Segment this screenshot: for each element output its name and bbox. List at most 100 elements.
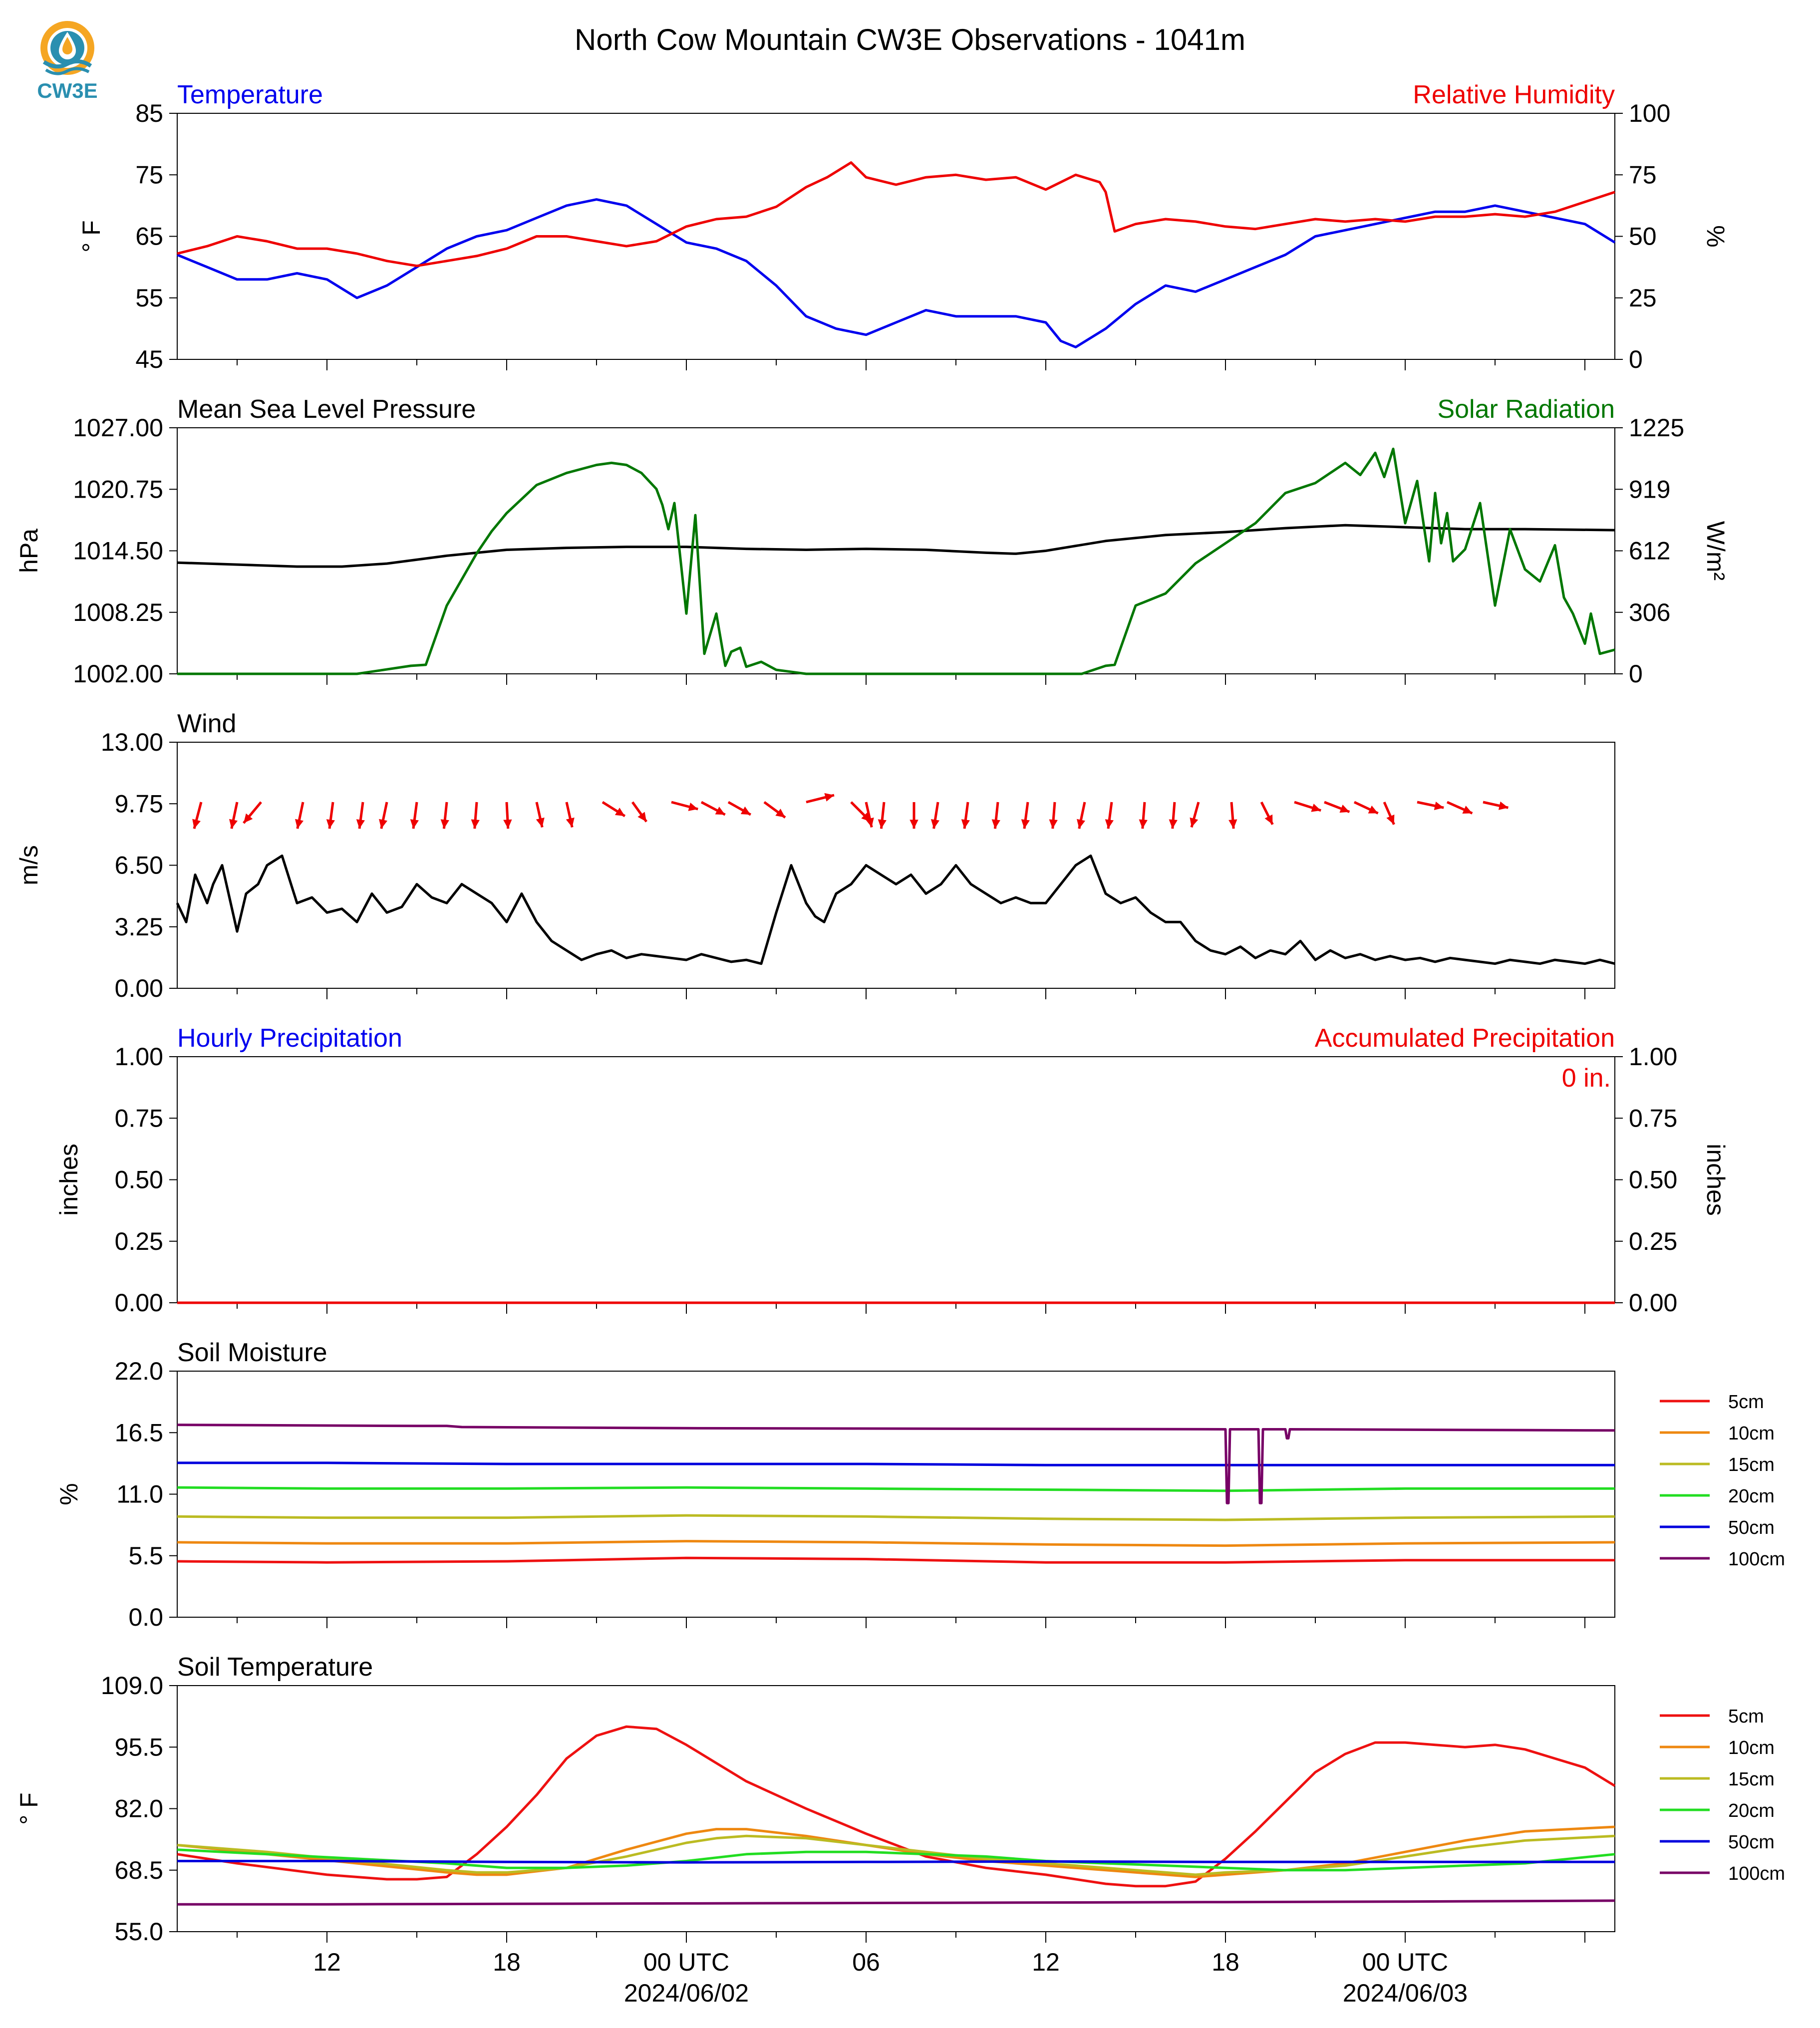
y-tick-label: 0.00	[115, 1289, 163, 1317]
wind-direction-arrow	[410, 802, 419, 829]
accumulated-total-label: 0 in.	[1562, 1064, 1611, 1093]
series-line-mean-sea-level-pressure	[177, 524, 1615, 568]
wind-arrow-head	[356, 819, 365, 829]
wind-direction-arrow	[356, 802, 365, 829]
wind-arrow-head	[192, 819, 201, 829]
series-line-100cm	[177, 1899, 1615, 1906]
wind-arrow-head	[1139, 819, 1148, 829]
series-line-15cm	[177, 1514, 1615, 1521]
panel-pressure_solar: Mean Sea Level Pressure Solar Radiation 10…	[15, 395, 1730, 688]
y-tick-label-right: 0.75	[1629, 1104, 1677, 1132]
x-tick-label: 18	[493, 1948, 521, 1976]
wind-arrow-head	[566, 817, 575, 828]
y-axis-label: ° F	[15, 1792, 43, 1824]
wind-arrow-head	[326, 819, 335, 829]
wind-direction-arrow	[1260, 801, 1274, 825]
legend: 5cm 10cm 15cm 20cm 50cm 100cm	[1660, 1706, 1785, 1884]
y-tick-label: 85	[135, 99, 163, 127]
y-tick-label: 0.25	[115, 1227, 163, 1255]
y-tick-label-right: 612	[1629, 537, 1670, 565]
wind-arrow-head	[503, 819, 512, 829]
y-tick-label-right: 306	[1629, 598, 1670, 626]
y-axis-label: %	[55, 1483, 83, 1505]
wind-direction-arrow	[378, 802, 388, 829]
series-line-5cm	[177, 1725, 1616, 1888]
wind-arrow-head	[1264, 814, 1273, 825]
legend-label: 20cm	[1728, 1800, 1775, 1821]
wind-direction-arrow	[1446, 801, 1473, 815]
wind-arrow-head	[1311, 804, 1321, 812]
y-tick-label-right: 1225	[1629, 414, 1684, 442]
legend-label: 15cm	[1728, 1769, 1775, 1790]
wind-arrow-head	[991, 819, 1000, 829]
y-tick-label: 0.0	[128, 1603, 163, 1631]
y-axis-label-right: W/m²	[1702, 521, 1730, 580]
series-line-20cm	[177, 1848, 1615, 1872]
y-tick-label: 109.0	[101, 1672, 163, 1700]
wind-arrow-head	[775, 809, 785, 818]
y-tick-label-right: 0.00	[1629, 1289, 1677, 1317]
panel-temperature_rh: Temperature Relative Humidity 85 75 65 55 45 ° …	[77, 80, 1730, 373]
y-axis-label-right: %	[1702, 225, 1730, 247]
logo-text: CW3E	[37, 79, 97, 102]
wind-arrow-head	[1368, 805, 1378, 814]
panel-title-right: Solar Radiation	[1437, 395, 1615, 424]
wind-arrow-head	[295, 819, 304, 829]
wind-arrow-head	[378, 819, 388, 829]
wind-arrow-head	[1190, 817, 1199, 828]
y-axis-label: m/s	[15, 845, 43, 885]
wind-arrow-head	[1462, 806, 1473, 814]
y-tick-label-right: 919	[1629, 475, 1670, 503]
plot-frame	[177, 1371, 1615, 1618]
wind-arrow-head	[614, 808, 625, 816]
x-axis-labels: 12 18 00 UTC 2024/06/02 06 12 18 00 UTC 2024/06/…	[313, 1948, 1468, 2007]
wind-direction-arrow	[1294, 801, 1321, 812]
wind-arrow-head	[1498, 801, 1509, 810]
wind-direction-arrow	[326, 802, 335, 829]
wind-direction-arrow	[930, 802, 940, 829]
y-tick-label: 45	[135, 345, 163, 373]
panel-title-right: Relative Humidity	[1413, 80, 1615, 109]
y-tick-label: 95.5	[115, 1733, 163, 1761]
x-tick-label: 12	[1032, 1948, 1060, 1976]
series-line-solar-radiation	[177, 447, 1615, 675]
legend-label: 100cm	[1728, 1863, 1785, 1884]
y-tick-label: 11.0	[116, 1480, 163, 1508]
y-tick-label: 5.5	[128, 1542, 163, 1570]
y-tick-label: 55	[135, 284, 163, 312]
wind-direction-arrow	[910, 802, 918, 829]
y-tick-label: 1.00	[115, 1043, 163, 1071]
y-tick-label: 16.5	[115, 1419, 163, 1447]
y-tick-label: 65	[135, 223, 163, 251]
y-tick-label: 68.5	[115, 1856, 163, 1884]
wind-arrow-head	[1021, 819, 1030, 829]
wind-direction-arrow	[1324, 801, 1350, 813]
wind-direction-arrow	[671, 801, 698, 811]
wind-direction-arrow	[1139, 802, 1148, 829]
wind-direction-arrow	[806, 793, 835, 804]
series-line-15cm	[177, 1834, 1615, 1876]
wind-direction-arrow	[1353, 801, 1379, 815]
panel-wind: Wind 13.00 9.75 6.50 3.25 0.00 m/s	[15, 709, 1615, 1002]
legend-label: 100cm	[1728, 1549, 1785, 1570]
wind-direction-arrow	[535, 802, 545, 828]
wind-arrow-head	[865, 817, 874, 828]
legend-label: 10cm	[1728, 1738, 1775, 1758]
y-tick-label: 55.0	[115, 1918, 163, 1946]
wind-arrow-head	[740, 806, 751, 815]
y-axis-label-right: inches	[1702, 1144, 1730, 1216]
wind-arrow-head	[1105, 819, 1114, 829]
y-tick-label: 1020.75	[73, 475, 163, 503]
wind-direction-arrow	[565, 802, 575, 828]
panel-title-left: Wind	[177, 709, 236, 738]
legend-label: 20cm	[1728, 1486, 1775, 1507]
panel-soil_temperature: Soil Temperature 109.0 95.5 82.0 68.5 55.0 ° F…	[15, 1653, 1785, 1946]
y-tick-label: 6.50	[115, 852, 163, 879]
panel-title-left: Mean Sea Level Pressure	[177, 395, 476, 424]
y-tick-label-right: 75	[1629, 161, 1657, 189]
wind-arrow-head	[1434, 801, 1444, 811]
y-tick-label: 0.75	[115, 1104, 163, 1132]
wind-direction-arrow	[878, 802, 887, 829]
wind-arrow-head	[471, 819, 480, 829]
